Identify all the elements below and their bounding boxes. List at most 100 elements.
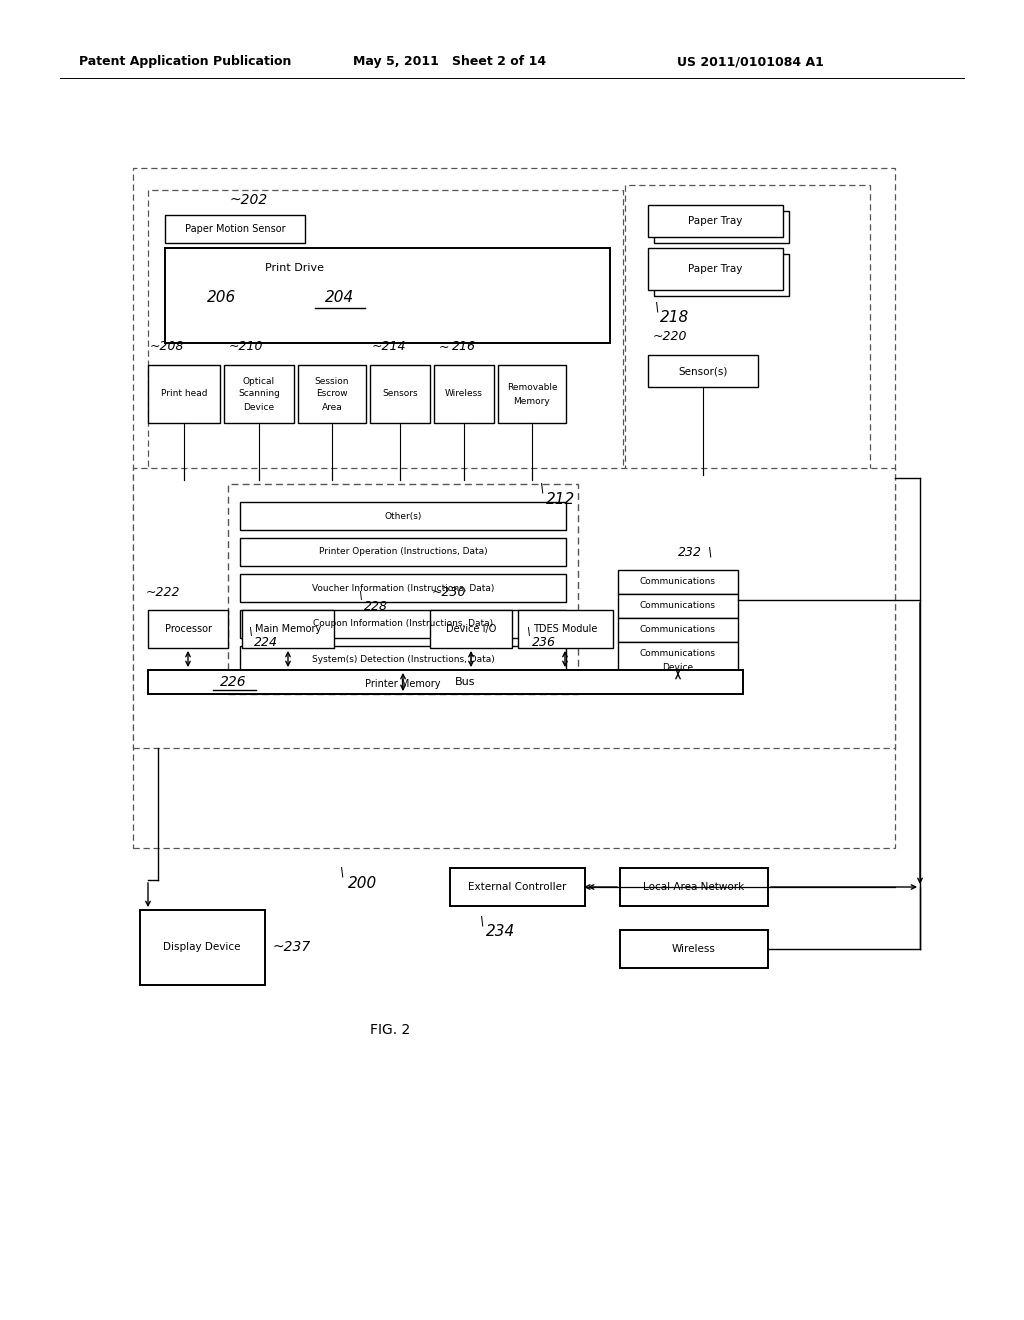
Text: \: \	[248, 627, 252, 638]
Text: Session: Session	[314, 376, 349, 385]
Text: Scanning: Scanning	[238, 389, 280, 399]
Bar	[133, 168, 895, 847]
Text: 234: 234	[486, 924, 515, 940]
Text: Communications: Communications	[640, 626, 716, 635]
Text: Communications: Communications	[640, 578, 716, 586]
Text: Other(s): Other(s)	[384, 511, 422, 520]
Text: Device I/O: Device I/O	[445, 624, 497, 634]
Bar	[648, 355, 758, 387]
Text: \: \	[358, 591, 361, 601]
Text: \: \	[480, 915, 484, 928]
Text: \: \	[655, 301, 659, 314]
Text: May 5, 2011   Sheet 2 of 14: May 5, 2011 Sheet 2 of 14	[353, 55, 547, 69]
Text: Coupon Information (Instructions, Data): Coupon Information (Instructions, Data)	[313, 619, 494, 628]
Bar	[240, 539, 566, 566]
Text: 200: 200	[348, 875, 377, 891]
Text: 212: 212	[546, 492, 575, 507]
Bar	[434, 366, 494, 422]
Bar	[625, 185, 870, 475]
Text: ~230: ~230	[432, 586, 467, 598]
Text: Printer Operation (Instructions, Data): Printer Operation (Instructions, Data)	[318, 548, 487, 557]
Bar	[228, 484, 578, 694]
Text: ~222: ~222	[146, 586, 180, 598]
Bar	[148, 366, 220, 422]
Bar	[298, 366, 366, 422]
Text: 224: 224	[254, 635, 278, 648]
Bar	[148, 610, 228, 648]
Text: \: \	[340, 866, 344, 879]
Text: ~: ~	[439, 341, 450, 354]
Text: 206: 206	[208, 290, 237, 305]
Bar	[148, 671, 743, 694]
Text: 228: 228	[364, 599, 388, 612]
Text: External Controller: External Controller	[468, 882, 566, 892]
Bar	[618, 642, 738, 678]
Text: FIG. 2: FIG. 2	[370, 1023, 411, 1038]
Bar	[654, 211, 790, 243]
Bar	[620, 931, 768, 968]
Text: System(s) Detection (Instructions, Data): System(s) Detection (Instructions, Data)	[311, 656, 495, 664]
Bar	[133, 469, 895, 748]
Text: ~202: ~202	[230, 193, 268, 207]
Text: Paper Tray: Paper Tray	[688, 216, 742, 226]
Text: Paper Motion Sensor: Paper Motion Sensor	[184, 224, 286, 234]
Text: Area: Area	[322, 403, 342, 412]
Bar	[165, 248, 610, 343]
Text: Wireless: Wireless	[445, 389, 483, 399]
Text: Bus: Bus	[455, 677, 475, 686]
Text: ~210: ~210	[229, 341, 263, 354]
Bar	[648, 205, 783, 238]
Text: Printer Memory: Printer Memory	[366, 678, 440, 689]
Text: Print Drive: Print Drive	[265, 263, 324, 273]
Bar	[618, 570, 738, 594]
Text: Memory: Memory	[514, 396, 550, 405]
Bar	[240, 502, 566, 531]
Text: Patent Application Publication: Patent Application Publication	[79, 55, 291, 69]
Bar	[242, 610, 334, 648]
Text: 204: 204	[326, 290, 354, 305]
Text: Local Area Network: Local Area Network	[643, 882, 744, 892]
Bar	[648, 248, 783, 290]
Text: Device: Device	[663, 663, 693, 672]
Text: ~208: ~208	[150, 341, 184, 354]
Text: Communications: Communications	[640, 648, 716, 657]
Bar	[618, 618, 738, 642]
Text: 232: 232	[678, 545, 702, 558]
Text: ~220: ~220	[653, 330, 687, 343]
Text: Print head: Print head	[161, 389, 207, 399]
Text: Device: Device	[244, 403, 274, 412]
Bar	[618, 594, 738, 618]
Bar	[140, 909, 265, 985]
Text: 226: 226	[220, 675, 247, 689]
Bar	[148, 190, 623, 480]
Text: 236: 236	[532, 635, 556, 648]
Bar	[370, 366, 430, 422]
Text: \: \	[708, 545, 713, 558]
Text: ~214: ~214	[372, 341, 407, 354]
Text: \: \	[540, 482, 544, 495]
Text: Communications: Communications	[640, 602, 716, 610]
Bar	[240, 610, 566, 638]
Bar	[620, 869, 768, 906]
Text: Sensor(s): Sensor(s)	[678, 366, 728, 376]
Bar	[165, 215, 305, 243]
Text: Voucher Information (Instructions, Data): Voucher Information (Instructions, Data)	[312, 583, 495, 593]
Bar	[430, 610, 512, 648]
Bar	[498, 366, 566, 422]
Text: Display Device: Display Device	[163, 942, 241, 952]
Text: 216: 216	[452, 341, 476, 354]
Bar	[224, 366, 294, 422]
Bar	[654, 253, 790, 296]
Text: Paper Tray: Paper Tray	[688, 264, 742, 275]
Text: Optical: Optical	[243, 376, 275, 385]
Text: US 2011/0101084 A1: US 2011/0101084 A1	[677, 55, 823, 69]
Text: Processor: Processor	[165, 624, 212, 634]
Text: ~237: ~237	[273, 940, 311, 954]
Text: Sensors: Sensors	[382, 389, 418, 399]
Text: \: \	[526, 627, 529, 638]
Bar	[240, 645, 566, 675]
Text: Wireless: Wireless	[672, 944, 716, 954]
Text: Removable: Removable	[507, 383, 557, 392]
Text: TDES Module: TDES Module	[532, 624, 597, 634]
Bar	[450, 869, 585, 906]
